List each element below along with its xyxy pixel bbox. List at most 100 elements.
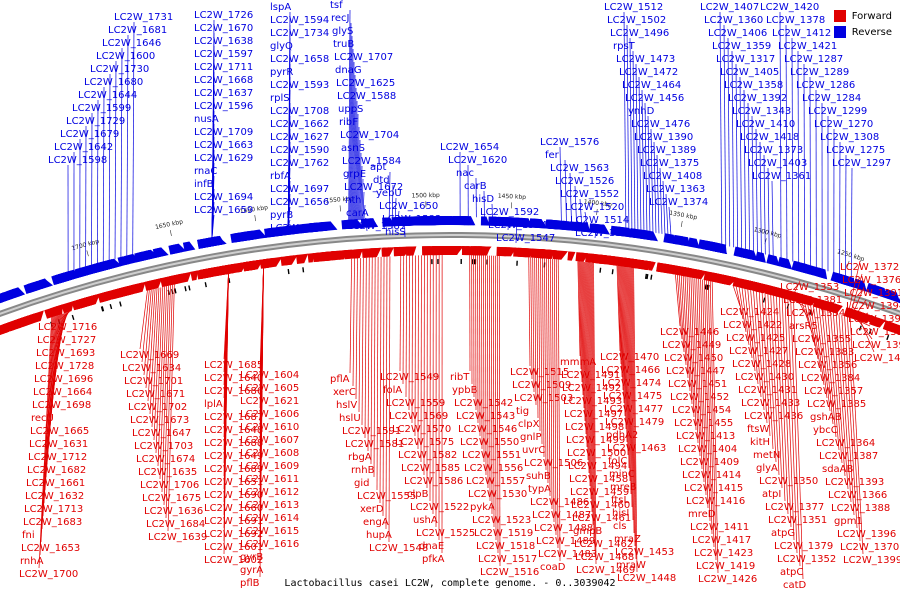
reverse-gene-arrow (616, 226, 625, 237)
forward-gene-label: LC2W_1713 (24, 504, 83, 515)
forward-gene-label-leader (411, 255, 413, 424)
forward-gene-label: LC2W_1690 (204, 490, 263, 501)
reverse-gene-label: LC2W_1412 (772, 28, 831, 39)
reverse-gene-label: ynhD (628, 106, 655, 117)
reverse-gene-label: LC2W_1270 (814, 119, 873, 130)
forward-gene-label: LC2W_1648 (204, 425, 263, 436)
forward-gene-label: pdhA2 (606, 430, 638, 441)
reverse-gene-arrow (277, 225, 295, 237)
forward-gene-label-leader (414, 255, 416, 437)
reverse-gene-label: LC2W_1473 (616, 54, 675, 65)
forward-gene-label-leader (824, 309, 837, 438)
forward-gene-label-leader (399, 255, 402, 372)
forward-gene-label-leader (155, 286, 164, 454)
forward-gene-label-leader (813, 306, 825, 386)
reverse-gene-label: hisD (472, 194, 494, 205)
reverse-gene-label: LC2W_1704 (340, 130, 399, 141)
reverse-gene-label-leader (355, 100, 358, 221)
forward-gene-label: uvrC (522, 445, 545, 456)
reverse-gene-label: truB (333, 39, 354, 50)
reverse-gene-label: LC2W_1410 (736, 119, 795, 130)
reverse-gene-label: LC2W_1593 (270, 80, 329, 91)
forward-gene-arrow (243, 261, 252, 272)
forward-gene-label: LC2W_1559 (386, 398, 445, 409)
forward-gene-label: LC2W_1416 (686, 496, 745, 507)
forward-gene-label-leader (582, 261, 586, 422)
forward-gene-label: LC2W_1364 (816, 438, 875, 449)
forward-gene-label-leader (581, 261, 585, 409)
forward-gene-label: LC2W_1419 (696, 561, 755, 572)
forward-gene-label: LC2W_1607 (240, 435, 299, 446)
forward-gene-label: LC2W_1602 (204, 555, 263, 566)
forward-gene-label-leader (858, 320, 873, 340)
reverse-gene-label: LC2W_1286 (796, 80, 855, 91)
reverse-gene-label-leader (731, 50, 735, 248)
forward-gene-label: arsR5 (789, 321, 818, 332)
reverse-gene-label: LC2W_1375 (640, 158, 699, 169)
forward-gene-label-leader (632, 267, 637, 560)
forward-gene-label-leader (578, 261, 582, 370)
reverse-gene-label-leader (394, 197, 397, 219)
feature-mark (174, 288, 177, 294)
forward-gene-label-leader (790, 280, 801, 301)
reverse-gene-label-leader (211, 214, 215, 239)
reverse-gene-label-leader (114, 60, 117, 260)
forward-gene-label: LC2W_1632 (25, 491, 84, 502)
forward-gene-label-leader (402, 255, 405, 385)
reverse-gene-label: LC2W_1681 (108, 25, 167, 36)
reverse-gene-arrow (298, 223, 310, 234)
reverse-gene-label-leader (723, 24, 727, 246)
reverse-gene-label: LC2W_1625 (336, 78, 395, 89)
reverse-gene-arrow (382, 217, 392, 227)
reverse-gene-label: LC2W_1734 (270, 28, 329, 39)
reverse-gene-label-leader (401, 217, 403, 225)
forward-gene-label: hslV (336, 400, 357, 411)
forward-gene-label-leader (591, 262, 595, 539)
forward-gene-label: LC2W_1522 (410, 502, 469, 513)
reverse-gene-label-leader (584, 211, 587, 225)
forward-gene-label-leader (159, 286, 167, 480)
reverse-gene-label: rbfA (270, 171, 291, 182)
reverse-gene-label-leader (351, 48, 354, 221)
legend-label-reverse: Reverse (851, 26, 892, 38)
forward-gene-label-leader (790, 300, 801, 567)
reverse-gene-arrow (405, 216, 419, 226)
reverse-gene-label: LC2W_1672 (344, 182, 403, 193)
forward-gene-label: gyrB (240, 552, 263, 563)
reverse-gene-label-leader (739, 76, 742, 250)
reverse-gene-label: LC2W_1597 (194, 49, 253, 60)
reverse-gene-label: nusA (194, 114, 219, 125)
forward-gene-label: gmpB (573, 526, 602, 537)
feature-mark (188, 285, 191, 291)
reverse-gene-label-leader (594, 224, 598, 239)
forward-gene-label: atpG (771, 528, 795, 539)
forward-gene-label-leader (38, 317, 52, 569)
forward-gene-label-leader (555, 259, 559, 549)
reverse-gene-label: LC2W_1663 (194, 140, 253, 151)
reverse-gene-label-leader (850, 167, 853, 279)
forward-gene-label: mraW (616, 560, 646, 571)
reverse-gene-label: LC2W_1407 (700, 2, 759, 13)
forward-gene-label: LC2W_1397 (850, 327, 900, 338)
reverse-gene-arrow (687, 237, 700, 249)
forward-gene-label: xerC (333, 387, 356, 398)
reverse-gene-label-leader (397, 210, 400, 219)
forward-gene-label: LC2W_1716 (38, 322, 97, 333)
reverse-gene-label: LC2W_1694 (194, 192, 253, 203)
forward-gene-arrow (178, 271, 192, 284)
reverse-gene-arrow (64, 270, 79, 282)
forward-gene-label: LC2W_1409 (680, 457, 739, 468)
forward-gene-label-leader (860, 321, 875, 353)
forward-gene-label: typA (528, 484, 551, 495)
reverse-gene-label: rpsT (613, 41, 636, 52)
forward-gene-label-leader (551, 259, 555, 523)
forward-gene-label: LC2W_1610 (240, 422, 299, 433)
reverse-gene-label-leader (391, 184, 394, 219)
reverse-gene-label: LC2W_1679 (60, 129, 119, 140)
forward-gene-label: mmmA (560, 357, 596, 368)
feature-mark (100, 306, 104, 312)
reverse-gene-label: LC2W_1420 (760, 2, 819, 13)
forward-gene-label: LC2W_1693 (36, 348, 95, 359)
forward-gene-label: LC2W_1350 (759, 476, 818, 487)
feature-mark (599, 267, 602, 273)
